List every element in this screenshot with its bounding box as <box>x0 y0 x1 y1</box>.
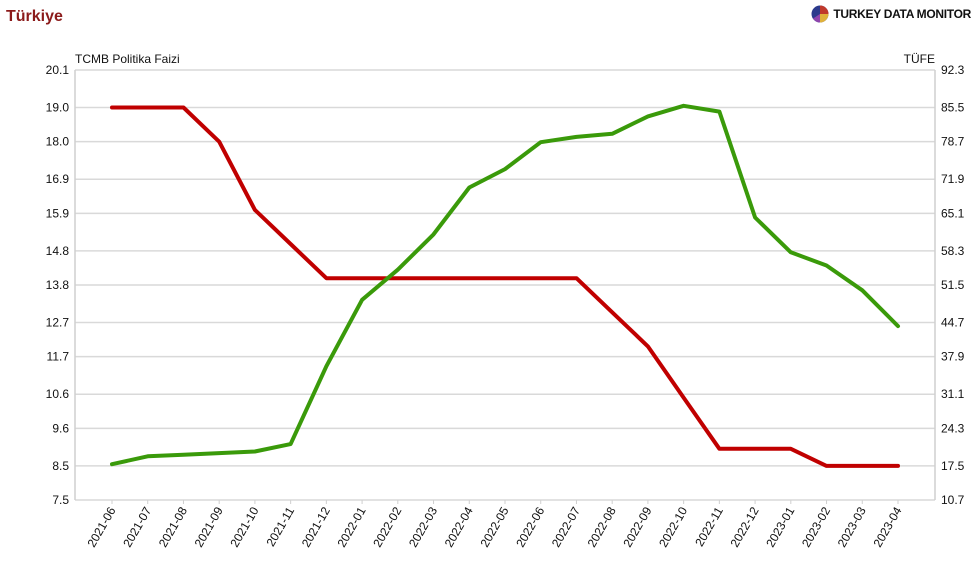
left-tick-label: 19.0 <box>46 101 70 115</box>
right-tick-label: 51.5 <box>941 278 965 292</box>
series-layer <box>110 103 900 468</box>
x-tick-label: 2021-07 <box>120 504 154 549</box>
right-axis: 92.3 85.5 78.7 71.9 65.1 58.3 51.5 44.7 37.9 31.1… <box>941 63 965 507</box>
left-tick-label: 14.8 <box>46 244 70 258</box>
left-axis-title: TCMB Politika Faizi <box>75 52 180 66</box>
x-tick-label: 2023-04 <box>870 504 904 549</box>
right-tick-label: 37.9 <box>941 350 965 364</box>
right-tick-label: 92.3 <box>941 63 965 77</box>
x-tick-label: 2022-10 <box>656 504 690 549</box>
x-tick-label: 2022-05 <box>477 504 511 549</box>
x-tick-label: 2021-06 <box>84 504 118 549</box>
right-tick-label: 65.1 <box>941 206 965 220</box>
x-tick-label: 2022-04 <box>442 504 476 549</box>
x-tick-label: 2021-12 <box>299 504 333 549</box>
x-tick-label: 2022-07 <box>549 504 583 549</box>
plot-frame <box>74 70 936 500</box>
x-tick-label: 2022-08 <box>585 504 619 549</box>
brand-name: TURKEY DATA MONITOR <box>833 7 971 21</box>
x-tick-label: 2023-03 <box>835 504 869 549</box>
x-tick-label: 2022-03 <box>406 504 440 549</box>
x-tick-label: 2023-01 <box>763 504 797 549</box>
grid-lines <box>75 69 935 501</box>
right-tick-label: 44.7 <box>941 316 965 330</box>
right-tick-label: 85.5 <box>941 101 965 115</box>
left-tick-label: 18.0 <box>46 135 70 149</box>
x-tick-label: 2021-08 <box>156 504 190 549</box>
left-tick-label: 10.6 <box>46 387 70 401</box>
left-tick-label: 20.1 <box>46 63 70 77</box>
left-tick-label: 16.9 <box>46 172 70 186</box>
left-tick-label: 12.7 <box>46 316 70 330</box>
right-tick-label: 71.9 <box>941 172 965 186</box>
left-axis: 20.1 19.0 18.0 16.9 15.9 14.8 13.8 12.7 11.7 10.6… <box>46 63 70 507</box>
right-tick-label: 17.5 <box>941 459 965 473</box>
x-tick-label: 2022-06 <box>513 504 547 549</box>
x-tick-label: 2023-02 <box>799 504 833 549</box>
right-axis-title: TÜFE <box>903 52 935 66</box>
pie-logo-icon <box>811 5 829 23</box>
x-tick-label: 2022-09 <box>620 504 654 549</box>
right-tick-label: 78.7 <box>941 135 965 149</box>
x-axis: 2021-06 2021-07 2021-08 2021-09 2021-10 2021-… <box>84 500 905 550</box>
x-tick-label: 2021-11 <box>264 504 298 549</box>
x-tick-label: 2022-02 <box>370 504 404 549</box>
left-tick-label: 7.5 <box>52 493 69 507</box>
right-tick-label: 10.7 <box>941 493 965 507</box>
left-tick-label: 11.7 <box>47 350 70 364</box>
inflation-line <box>110 103 900 467</box>
x-tick-label: 2022-11 <box>692 504 726 549</box>
left-tick-label: 13.8 <box>46 278 70 292</box>
left-tick-label: 8.5 <box>52 459 69 473</box>
policy-rate-line <box>110 105 900 468</box>
brand-logo: TURKEY DATA MONITOR <box>811 5 971 23</box>
right-tick-label: 31.1 <box>941 387 965 401</box>
right-tick-label: 58.3 <box>941 244 965 258</box>
x-tick-label: 2021-10 <box>227 504 261 549</box>
left-tick-label: 15.9 <box>46 206 70 220</box>
x-tick-label: 2022-01 <box>335 504 369 549</box>
page-title: Türkiye <box>6 8 63 25</box>
x-tick-label: 2021-09 <box>192 504 226 549</box>
x-tick-label: 2022-12 <box>728 504 762 549</box>
left-tick-label: 9.6 <box>52 421 69 435</box>
right-tick-label: 24.3 <box>941 421 965 435</box>
